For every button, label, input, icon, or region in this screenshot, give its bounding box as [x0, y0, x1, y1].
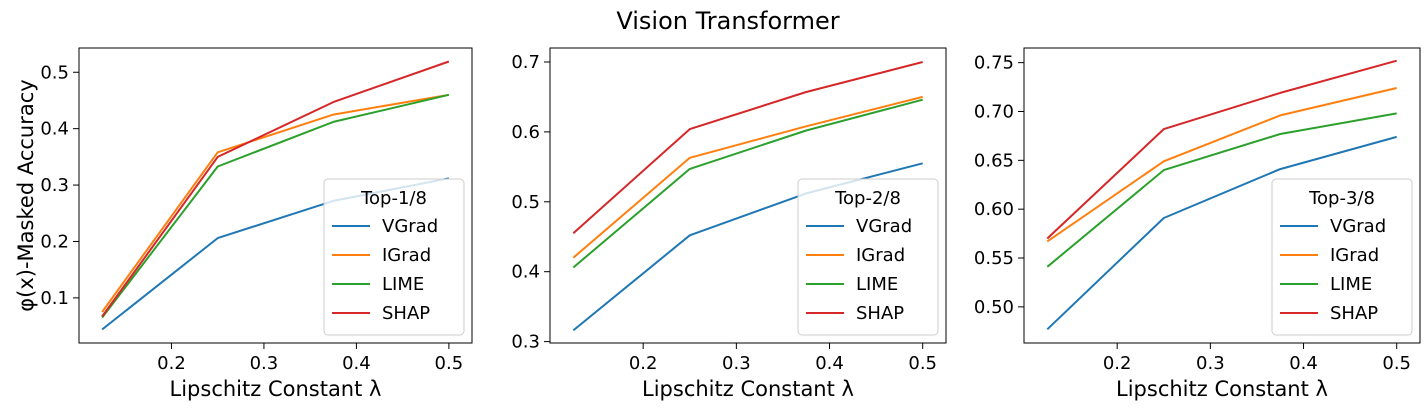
x-tick-label: 0.3 [250, 353, 279, 374]
y-axis-label: φ(x)-Masked Accuracy [14, 79, 38, 311]
legend-label-shap: SHAP [1330, 303, 1378, 324]
legend-box [797, 178, 939, 336]
plot-frame [78, 47, 473, 344]
legend: Top-3/8 VGrad IGrad LIME SHAP [1271, 178, 1413, 336]
y-tick-label: 0.2 [40, 231, 69, 252]
series-line-lime [1046, 112, 1397, 268]
series-line-shap [572, 61, 923, 234]
legend-box [1271, 178, 1413, 336]
legend-label-shap: SHAP [382, 303, 430, 324]
y-tick-label: 0.60 [974, 199, 1014, 220]
legend-label-shap: SHAP [856, 303, 904, 324]
series-line-lime [572, 98, 923, 269]
series-line-igrad [572, 95, 923, 259]
y-tick-label: 0.7 [511, 52, 540, 73]
x-tick-label: 0.2 [1103, 353, 1132, 374]
legend-box [323, 178, 465, 336]
chart-panel-2: 0.2 0.3 0.4 0.5 0.3 0.4 0.5 0.6 0.7 Lipschitz Con… [511, 47, 947, 401]
x-tick-label: 0.5 [435, 353, 464, 374]
x-tick-label: 0.3 [722, 353, 751, 374]
legend-title: Top-3/8 [1308, 188, 1375, 209]
plot-frame [1023, 47, 1421, 344]
y-tick-label: 0.55 [974, 248, 1014, 269]
chart-panel-3: 0.2 0.3 0.4 0.5 0.50 0.55 0.60 0.65 0.70 0.75 Lips… [974, 47, 1421, 401]
series-line-shap [101, 60, 450, 318]
series-line-lime [101, 93, 450, 319]
x-tick-label: 0.2 [157, 353, 186, 374]
y-tick-label: 0.5 [511, 192, 540, 213]
y-tick-label: 0.6 [511, 122, 540, 143]
y-tick-label: 0.4 [40, 119, 69, 140]
legend-label-lime: LIME [382, 274, 424, 295]
plot-frame [549, 47, 947, 344]
y-tick-label: 0.75 [974, 53, 1014, 74]
y-tick-label: 0.1 [40, 288, 69, 309]
legend-title: Top-2/8 [834, 188, 901, 209]
x-tick-label: 0.3 [1196, 353, 1225, 374]
y-tick-label: 0.3 [511, 332, 540, 353]
legend: Top-1/8 VGrad IGrad LIME SHAP [323, 178, 465, 336]
series-line-shap [1046, 59, 1397, 240]
legend-title: Top-1/8 [360, 188, 427, 209]
figure-title: Vision Transformer [616, 7, 839, 35]
legend-label-vgrad: VGrad [1330, 216, 1386, 237]
x-tick-label: 0.4 [1289, 353, 1318, 374]
y-tick-label: 0.4 [511, 262, 540, 283]
x-tick-label: 0.5 [908, 353, 937, 374]
legend-label-lime: LIME [856, 274, 898, 295]
series-line-igrad [1046, 87, 1397, 243]
series-line-vgrad [572, 162, 923, 332]
y-tick-label: 0.3 [40, 175, 69, 196]
legend-label-igrad: IGrad [856, 245, 905, 266]
y-tick-label: 0.50 [974, 297, 1014, 318]
legend-label-igrad: IGrad [1330, 245, 1379, 266]
x-tick-label: 0.4 [815, 353, 844, 374]
legend: Top-2/8 VGrad IGrad LIME SHAP [797, 178, 939, 336]
x-tick-label: 0.2 [629, 353, 658, 374]
legend-label-vgrad: VGrad [856, 216, 912, 237]
x-tick-label: 0.4 [342, 353, 371, 374]
legend-label-vgrad: VGrad [382, 216, 438, 237]
legend-label-lime: LIME [1330, 274, 1372, 295]
x-tick-label: 0.5 [1382, 353, 1411, 374]
y-tick-label: 0.65 [974, 150, 1014, 171]
y-tick-label: 0.70 [974, 101, 1014, 122]
x-axis-label: Lipschitz Constant λ [170, 377, 382, 401]
chart-panel-1: 0.2 0.3 0.4 0.5 0.1 0.2 0.3 0.4 0.5 Lipschitz Con… [14, 47, 473, 401]
y-tick-label: 0.5 [40, 62, 69, 83]
x-axis-label: Lipschitz Constant λ [642, 377, 854, 401]
series-line-igrad [101, 93, 450, 313]
series-line-vgrad [1046, 135, 1397, 331]
x-axis-label: Lipschitz Constant λ [1116, 377, 1328, 401]
legend-label-igrad: IGrad [382, 245, 431, 266]
